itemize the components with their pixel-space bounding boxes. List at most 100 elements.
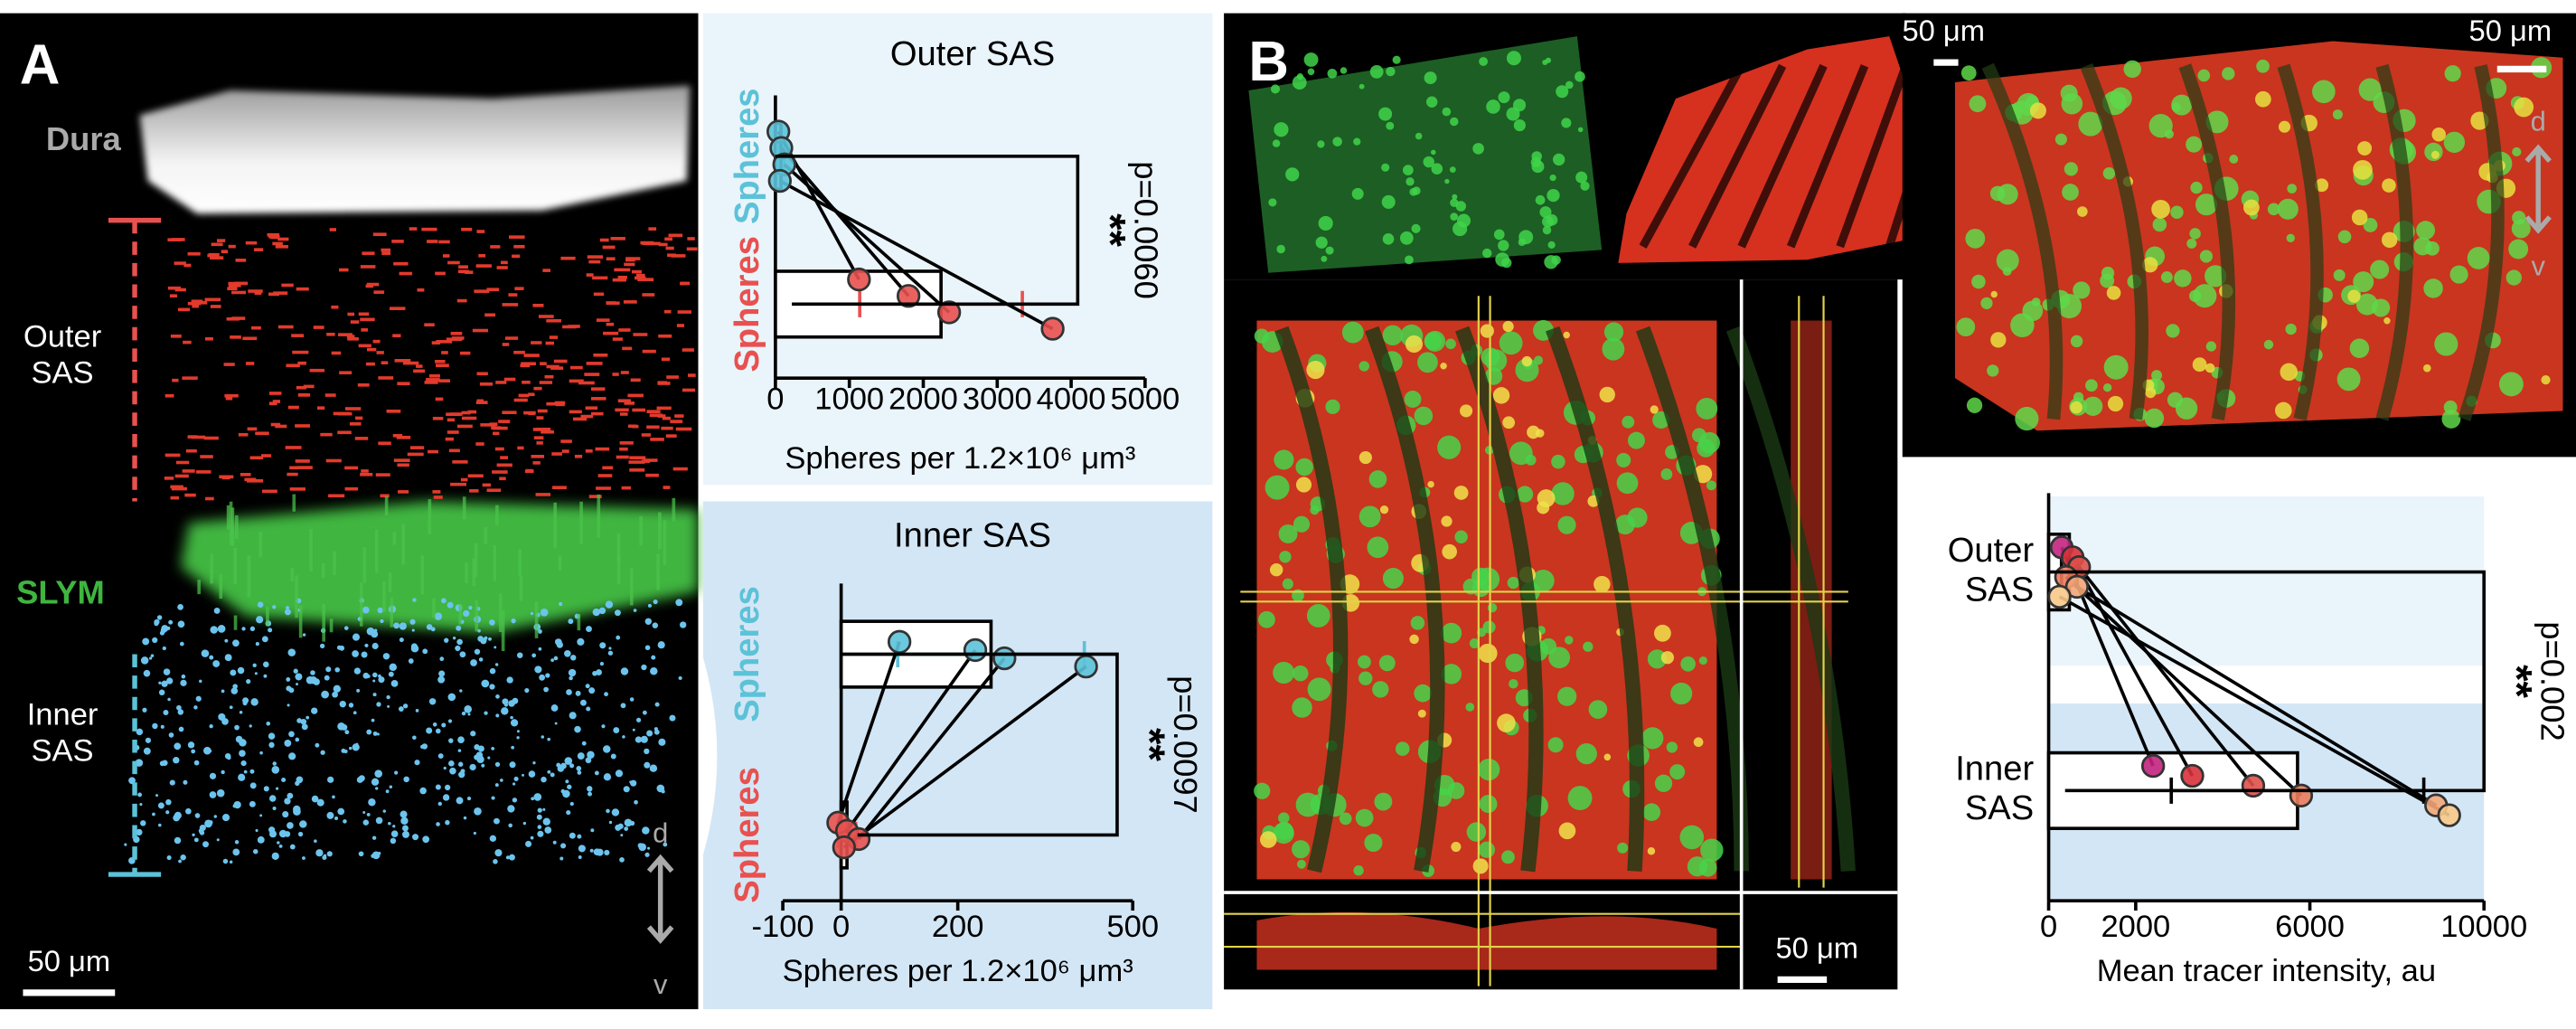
dot [172, 238, 185, 241]
dot [337, 807, 345, 816]
dot [409, 446, 425, 449]
dot [268, 741, 275, 748]
dot [616, 533, 621, 562]
dot [398, 706, 404, 712]
dot [176, 704, 182, 711]
dot [1386, 66, 1396, 77]
dot [503, 377, 516, 382]
dot [187, 741, 195, 749]
dot [350, 320, 360, 324]
dot [380, 494, 390, 498]
point [2047, 584, 2072, 609]
pair-line [780, 146, 910, 297]
vessel [1885, 64, 1951, 249]
dot [645, 473, 659, 477]
dot [193, 705, 198, 710]
dot [183, 263, 192, 268]
dot [219, 475, 234, 479]
dot [1386, 121, 1395, 130]
dot [575, 690, 581, 696]
dot [360, 472, 373, 477]
dot [409, 227, 418, 231]
dot [539, 381, 553, 384]
dot [427, 240, 438, 243]
dot [159, 630, 165, 636]
dot [551, 452, 562, 456]
dot [565, 779, 569, 784]
dot [336, 645, 342, 650]
dot [1282, 578, 1293, 590]
dot [311, 707, 318, 714]
dot [250, 698, 259, 706]
x-tick-label: 0 [766, 382, 784, 417]
dot [287, 822, 294, 829]
dot [1565, 80, 1574, 90]
vessel [2375, 63, 2413, 421]
dot [325, 666, 332, 673]
dot [1449, 166, 1456, 174]
dot [371, 642, 379, 650]
dot [1497, 713, 1516, 732]
dot [1442, 543, 1457, 560]
dot [403, 817, 408, 822]
dot [2278, 120, 2291, 133]
dot [2353, 159, 2373, 180]
dot [287, 648, 296, 656]
dot [472, 328, 488, 333]
dot [2351, 209, 2368, 226]
dot [532, 461, 541, 465]
dot [415, 709, 419, 713]
dot [508, 293, 518, 297]
dot [426, 378, 440, 382]
dot [143, 747, 151, 755]
x-axis-label: Mean tracer intensity, au [2097, 954, 2436, 988]
dot [1505, 653, 1525, 673]
dot [1273, 661, 1295, 684]
dot [373, 290, 385, 294]
dot [1616, 472, 1639, 495]
chart-title: Outer SAS [890, 34, 1055, 73]
dot [238, 432, 249, 437]
dot [1472, 858, 1489, 874]
dot [1647, 649, 1667, 669]
dot [268, 292, 280, 297]
dot [457, 269, 469, 274]
dot [502, 343, 510, 346]
dot [650, 667, 658, 675]
dot [462, 496, 466, 520]
dot [656, 553, 660, 590]
dot [1551, 482, 1575, 505]
dot [615, 824, 622, 831]
dot [467, 410, 477, 414]
dot [2110, 87, 2132, 109]
vessel [2458, 64, 2505, 421]
dot [653, 599, 658, 605]
dot [1274, 122, 1289, 137]
dot [509, 854, 515, 861]
dot [509, 761, 516, 769]
dot [624, 262, 635, 267]
dot [623, 786, 630, 793]
dot [447, 418, 456, 422]
dot [518, 549, 522, 576]
dot [426, 624, 433, 630]
dot [596, 669, 602, 675]
point [936, 300, 962, 325]
dot [1369, 65, 1384, 79]
dot [284, 798, 291, 805]
dot [326, 332, 335, 336]
dot [1617, 842, 1629, 854]
dot [277, 841, 280, 845]
dot [518, 393, 530, 398]
dot [536, 441, 543, 445]
dot [1415, 132, 1423, 140]
dot [661, 789, 665, 794]
dot [614, 268, 631, 272]
dot [586, 362, 603, 365]
dot [1392, 55, 1401, 64]
dot [246, 679, 251, 684]
dot [393, 261, 409, 266]
dot [1378, 107, 1393, 121]
dot [472, 558, 476, 587]
dot [150, 654, 155, 657]
